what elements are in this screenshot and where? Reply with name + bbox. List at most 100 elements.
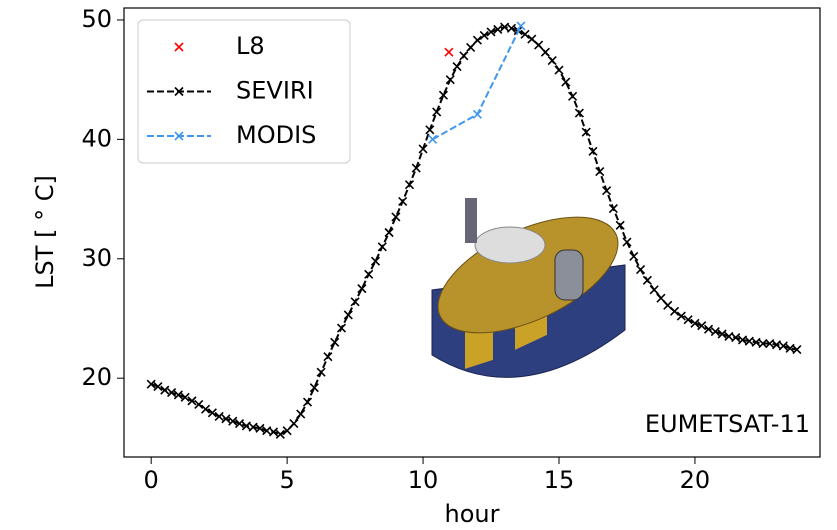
satellite-illustration bbox=[431, 198, 626, 378]
plot-area bbox=[146, 21, 802, 439]
marker bbox=[398, 196, 408, 207]
marker bbox=[275, 429, 285, 439]
marker bbox=[207, 408, 217, 418]
marker bbox=[792, 344, 802, 355]
marker bbox=[479, 30, 489, 41]
marker bbox=[656, 293, 666, 303]
legend-label: L8 bbox=[236, 32, 265, 60]
legend-box bbox=[137, 19, 351, 164]
legend-label: SEVIRI bbox=[236, 77, 314, 105]
marker bbox=[174, 42, 184, 52]
marker bbox=[622, 237, 632, 247]
marker bbox=[581, 127, 591, 137]
x-axis-label: hour bbox=[445, 500, 500, 528]
marker bbox=[608, 204, 618, 214]
marker bbox=[547, 55, 557, 66]
marker bbox=[364, 269, 374, 279]
marker bbox=[425, 125, 435, 135]
marker bbox=[472, 109, 483, 119]
marker bbox=[350, 297, 360, 307]
marker bbox=[493, 24, 503, 35]
marker bbox=[309, 383, 319, 393]
annotation: EUMETSAT-11 bbox=[645, 410, 810, 438]
marker bbox=[438, 90, 449, 100]
marker bbox=[683, 315, 693, 325]
marker bbox=[174, 86, 184, 97]
marker bbox=[404, 180, 415, 190]
marker bbox=[160, 385, 170, 395]
marker bbox=[778, 341, 788, 351]
y-tick-label: 50 bbox=[81, 5, 112, 33]
marker bbox=[554, 65, 564, 75]
marker bbox=[336, 323, 347, 333]
marker bbox=[669, 306, 680, 316]
marker bbox=[466, 42, 476, 52]
marker bbox=[486, 27, 496, 37]
legend-label: MODIS bbox=[236, 121, 316, 149]
marker bbox=[221, 414, 231, 424]
marker bbox=[459, 51, 469, 61]
marker bbox=[418, 144, 428, 154]
marker bbox=[561, 77, 571, 87]
marker bbox=[370, 256, 381, 266]
marker bbox=[146, 379, 156, 389]
marker bbox=[391, 212, 401, 222]
marker bbox=[444, 47, 454, 57]
marker bbox=[520, 29, 530, 39]
marker bbox=[534, 40, 544, 50]
marker bbox=[323, 352, 333, 362]
marker bbox=[330, 337, 340, 347]
marker bbox=[649, 285, 659, 295]
x-tick-label: 15 bbox=[544, 466, 575, 494]
marker bbox=[595, 167, 605, 177]
marker bbox=[377, 242, 387, 252]
marker bbox=[153, 381, 163, 392]
marker bbox=[357, 284, 367, 294]
marker bbox=[316, 367, 326, 377]
marker bbox=[173, 390, 183, 400]
marker bbox=[635, 264, 646, 275]
marker bbox=[302, 397, 313, 407]
marker bbox=[214, 411, 224, 421]
marker bbox=[200, 404, 211, 414]
marker bbox=[194, 399, 204, 410]
marker bbox=[472, 35, 483, 45]
marker bbox=[432, 107, 442, 117]
marker bbox=[228, 416, 238, 426]
marker bbox=[167, 387, 177, 398]
marker bbox=[540, 47, 550, 57]
marker bbox=[445, 75, 455, 85]
marker bbox=[452, 61, 462, 72]
marker bbox=[615, 220, 625, 230]
marker bbox=[568, 91, 578, 101]
y-axis-label: LST [ ° C] bbox=[31, 175, 59, 289]
marker bbox=[642, 275, 652, 285]
marker bbox=[296, 409, 306, 419]
marker bbox=[710, 327, 720, 337]
marker bbox=[411, 163, 421, 173]
series-line bbox=[432, 25, 522, 141]
x-tick-label: 20 bbox=[680, 466, 711, 494]
marker bbox=[255, 423, 265, 433]
marker bbox=[717, 329, 727, 339]
y-tick-label: 20 bbox=[81, 363, 112, 391]
marker bbox=[602, 186, 612, 196]
marker bbox=[574, 108, 584, 118]
x-tick-label: 5 bbox=[279, 466, 294, 494]
axes-frame bbox=[123, 7, 821, 458]
marker bbox=[289, 418, 299, 429]
marker bbox=[703, 324, 714, 334]
marker bbox=[506, 23, 516, 33]
marker bbox=[384, 227, 394, 238]
legend: L8 SEVIRI MODIS bbox=[137, 19, 351, 164]
marker bbox=[180, 392, 190, 402]
marker bbox=[629, 251, 639, 261]
marker bbox=[234, 418, 245, 429]
marker bbox=[174, 131, 184, 141]
marker bbox=[588, 146, 598, 156]
marker bbox=[187, 396, 197, 406]
y-tick-label: 40 bbox=[81, 124, 112, 152]
marker bbox=[690, 318, 700, 328]
marker bbox=[697, 321, 707, 331]
